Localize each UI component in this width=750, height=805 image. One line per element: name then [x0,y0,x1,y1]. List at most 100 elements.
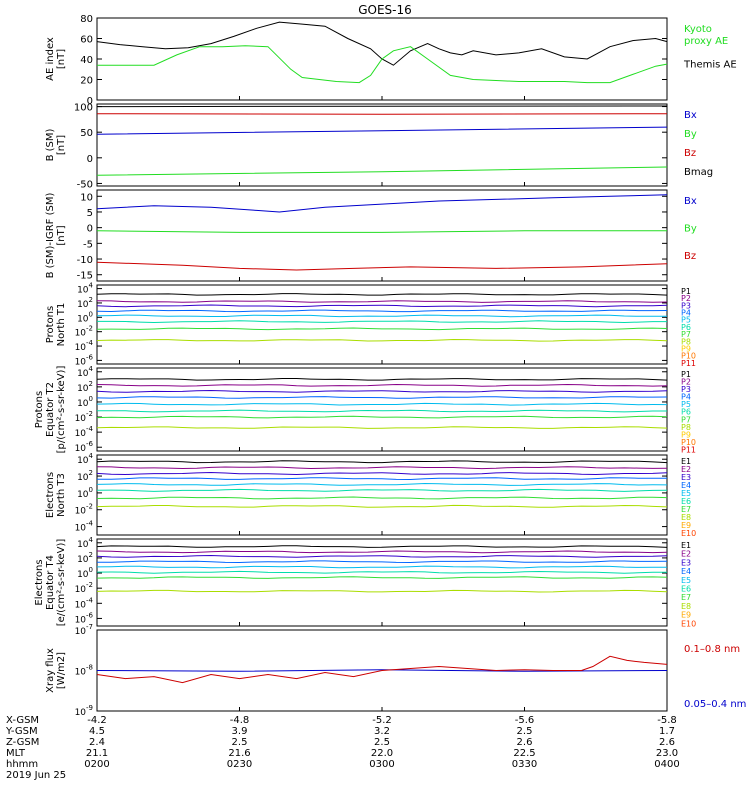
y-tick-label: 10-4 [75,425,94,439]
legend-p2: P2 [681,294,691,303]
panel-ylabel-5: North T3 [56,473,67,517]
channel-line-p1 [96,378,668,381]
channel-line-p6 [97,320,667,324]
panel-ylabel-4: Equator T2 [45,382,56,437]
channel-line-e6 [96,488,668,492]
channel-line-p7 [96,327,668,331]
y-tick-label: 102 [77,296,93,310]
panel-ylabel-7: [W/m2] [56,652,67,689]
panel-ylabel-7: Xray flux [45,648,56,693]
y-tick-label: 102 [77,551,93,565]
legend-p9: P9 [681,430,691,439]
channel-line-p3 [96,304,668,308]
panel-frame-6 [96,538,668,627]
y-tick-label: -15 [77,271,93,282]
footer-row-label: Z-GSM [6,737,39,748]
footer-value: -5.8 [657,715,677,726]
channel-line-e4 [96,560,668,564]
y-tick-label: 20 [80,76,93,87]
footer-value: 21.6 [228,748,250,759]
y-tick-label: 100 [77,395,93,409]
y-tick-label: 104 [77,282,93,296]
panel-ylabel-4: [p/(cm²-s-sr-keV)] [56,366,67,454]
series-kyoto-proxy-ae [97,45,668,84]
y-tick-label: 10-4 [75,596,94,610]
channel-line-e1 [96,460,668,464]
footer-value: 0300 [369,759,394,770]
footer-value: 2.5 [374,737,390,748]
legend-e7: E7 [681,593,691,602]
footer-value: 0230 [227,759,252,770]
footer-value: 1.7 [659,726,675,737]
footer-value: 2.5 [232,737,248,748]
legend-e3: E3 [681,473,691,482]
y-tick-label: 10-4 [75,339,94,353]
legend-p6: P6 [681,408,691,417]
legend-e10: E10 [681,619,696,628]
footer-value: 0400 [654,759,679,770]
channel-line-e7 [96,496,668,500]
legend-p3: P3 [681,385,691,394]
footer-value: -5.2 [372,715,392,726]
panel-ylabel-6: Equator T4 [45,555,56,610]
panel-frame-3 [96,284,668,365]
legend-0-1-0-8-nm: 0.1–0.8 nm [684,644,740,655]
panel-ylabel-3: North T1 [56,303,67,347]
footer-value: 21.1 [86,748,108,759]
y-tick-label: 104 [77,536,93,550]
legend-p1: P1 [681,287,691,296]
footer-value: 2.5 [517,726,533,737]
y-tick-label: 40 [80,55,93,66]
y-tick-label: -10 [77,255,93,266]
y-tick-label: 102 [77,380,93,394]
panel-ylabel-0: AE index [45,37,56,81]
footer-value: 0330 [512,759,537,770]
legend-p5: P5 [681,400,691,409]
channel-line-p2 [96,383,668,387]
panel-ylabel-6: [e/(cm²-s-sr-keV)] [56,539,67,627]
channel-line-p4 [96,396,668,399]
legend-e5: E5 [681,489,691,498]
legend-e3: E3 [681,558,691,567]
y-tick-label: 100 [77,566,93,580]
legend-by: By [684,224,697,235]
y-tick-label: 10-4 [75,520,94,534]
channel-line-e2 [96,466,668,470]
footer-value: 22.0 [371,748,393,759]
channel-line-p5 [96,402,668,406]
legend-p11: P11 [681,445,696,454]
legend-e9: E9 [681,611,691,620]
footer-value: -4.2 [87,715,107,726]
y-tick-label: 100 [77,486,93,500]
series-by [96,230,667,233]
legend-bmag: Bmag [684,167,713,178]
legend-e8: E8 [681,513,691,522]
legend-p7: P7 [681,415,691,424]
legend-p9: P9 [681,344,691,353]
legend-0-05-0-4-nm: 0.05–0.4 nm [684,699,746,710]
series-bz [96,261,668,271]
legend-themis-ae: Themis AE [683,60,737,71]
legend-bz: Bz [684,148,696,159]
legend-p8: P8 [681,423,691,432]
panel-ylabel-3: Protons [45,306,56,343]
channel-line-p8 [96,338,668,342]
legend-p11: P11 [681,359,696,368]
footer-value: 3.2 [374,726,390,737]
legend-bx: Bx [684,196,697,207]
y-tick-label: 100 [77,310,93,324]
legend-p1: P1 [681,370,691,379]
panel-ylabel-5: Electrons [45,472,56,518]
legend-e8: E8 [681,602,691,611]
y-tick-label: 0 [87,224,93,235]
legend-p4: P4 [681,309,691,318]
legend-e2: E2 [681,550,691,559]
footer-value: 2.4 [89,737,105,748]
legend-kyoto-proxy-ae: Kyoto [684,24,712,35]
panel-ylabel-4: Protons [34,391,45,428]
legend-p4: P4 [681,393,691,402]
legend-e6: E6 [681,585,691,594]
legend-e4: E4 [681,481,691,490]
series-by [96,166,668,176]
